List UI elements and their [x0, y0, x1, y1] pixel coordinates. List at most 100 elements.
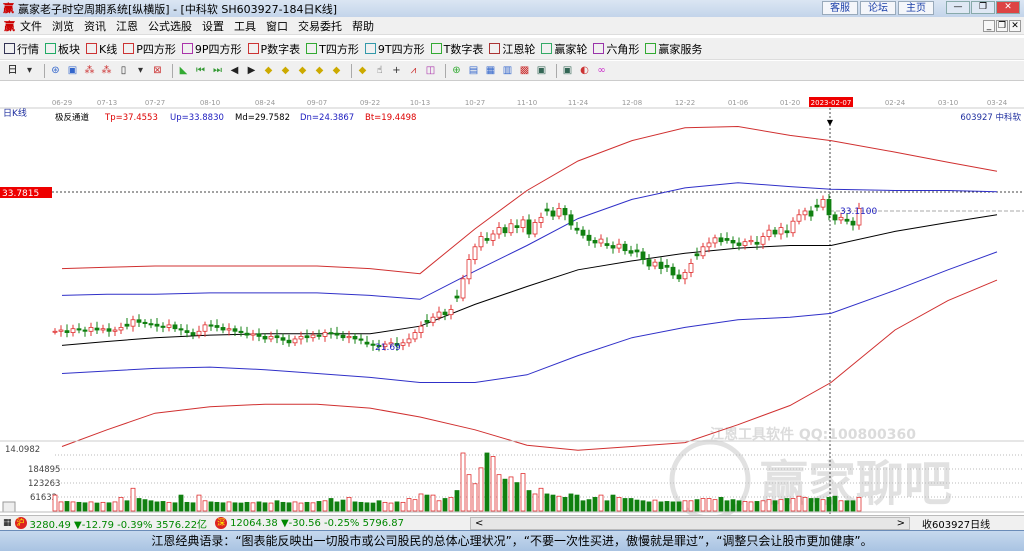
menu-file[interactable]: 文件 [20, 19, 42, 33]
chart-tool-5-icon[interactable]: ▯ [120, 65, 127, 76]
chart-tool-30-icon[interactable]: ◐ [580, 65, 589, 76]
candle-body [376, 344, 382, 348]
menu-trade[interactable]: 交易委托 [298, 19, 342, 33]
volume-bar [598, 494, 604, 512]
menu-tools[interactable]: 工具 [234, 19, 256, 33]
chart-tool-12-icon[interactable]: ▶ [247, 65, 256, 76]
window-title: 赢家老子时空周期系统[纵横版] - [中科软 SH603927-184日K线] [18, 2, 338, 16]
chart-tool-7-icon[interactable]: ⊠ [153, 65, 162, 76]
chart-tool-23-icon[interactable]: ⊕ [452, 65, 461, 76]
candle-body [400, 342, 406, 346]
mdi-restore-button[interactable]: ❐ [996, 20, 1008, 32]
candle-body [568, 214, 574, 226]
toolbar-button-6[interactable]: TST四方形 [306, 41, 359, 57]
kline-chart[interactable]: 日K线 极反通道 Tp=37.4553 Up=33.8830 Md=29.758… [0, 95, 1024, 521]
chart-tool-28-icon[interactable]: ▣ [536, 65, 547, 76]
calculator-icon[interactable]: ▦ [3, 518, 12, 528]
toolbar-button-12[interactable]: dollar-icon赢家服务 [645, 41, 702, 57]
chart-tool-16-icon[interactable]: ◆ [315, 65, 324, 76]
chart-tool-1-icon[interactable]: ⊛ [51, 65, 60, 76]
chart-tool-3-icon[interactable]: ⁂ [84, 65, 95, 76]
sh-index-quote[interactable]: 3280.49 ▼-12.79 -0.39% 3576.22亿 [29, 519, 208, 531]
candle-body [460, 278, 466, 299]
menu-formula[interactable]: 公式选股 [148, 19, 192, 33]
toolbar-button-9[interactable]: wheel-icon江恩轮 [489, 41, 535, 57]
chart-tool-6-icon[interactable]: ▾ [137, 65, 144, 76]
volume-bar [706, 498, 712, 512]
candle-body [562, 208, 568, 216]
candle-body [58, 329, 64, 332]
chart-tool-19-icon[interactable]: ☝ [376, 65, 383, 76]
volume-bar [694, 499, 700, 512]
chart-tool-27-icon[interactable]: ▩ [519, 65, 530, 76]
status-bar: ▦ 沪 3280.49 ▼-12.79 -0.39% 3576.22亿 深 12… [0, 515, 1024, 531]
toolbar-button-5[interactable]: PNP数字表 [247, 41, 300, 57]
candle-body [850, 220, 856, 226]
menu-gann[interactable]: 江恩 [116, 19, 138, 33]
restore-button[interactable]: ❐ [971, 1, 995, 14]
candle-body [388, 342, 394, 345]
x-tick-label: 02-24 [885, 99, 906, 107]
scroll-left-button[interactable]: < [475, 518, 484, 529]
x-tick-label: 09-22 [360, 99, 380, 107]
toolbar-button-3[interactable]: PSP四方形 [123, 41, 176, 57]
toolbar-button-7[interactable]: T99T四方形 [364, 41, 425, 57]
toolbar-button-11[interactable]: hexagon-icon六角形 [593, 41, 639, 57]
chart-tool-31-icon[interactable]: ∞ [597, 65, 606, 76]
menu-settings[interactable]: 设置 [202, 19, 224, 33]
mdi-close-button[interactable]: ✕ [1009, 20, 1021, 32]
candle-body [436, 311, 442, 318]
volume-bar [652, 499, 658, 512]
toolbar-button-10[interactable]: wheel-icon赢家轮 [541, 41, 587, 57]
volume-bar [262, 502, 268, 512]
toolbar-button-8[interactable]: TNT数字表 [430, 41, 483, 57]
chart-tool-29-icon[interactable]: ▣ [562, 65, 573, 76]
sz-index-quote[interactable]: 12064.38 ▼-30.56 -0.25% 5796.87 [230, 517, 404, 529]
link-home[interactable]: 主页 [898, 1, 934, 15]
chart-tool-10-icon[interactable]: ⏭ [213, 65, 222, 76]
candle-body [214, 325, 220, 328]
chart-tool-4-icon[interactable]: ⁂ [101, 65, 112, 76]
scroll-right-button[interactable]: > [896, 518, 905, 529]
chart-tool-18-icon[interactable]: ◆ [358, 65, 367, 76]
period-select[interactable]: 日 [7, 65, 18, 76]
candle-body [838, 216, 844, 221]
chart-tool-20-icon[interactable]: + [392, 65, 401, 76]
chart-tool-17-icon[interactable]: ◆ [332, 65, 341, 76]
menu-news[interactable]: 资讯 [84, 19, 106, 33]
horizontal-scrollbar[interactable]: < > [470, 517, 910, 530]
param-tp: Tp=37.4553 [104, 113, 158, 123]
chart-tool-8-icon[interactable]: ◣ [179, 65, 188, 76]
candle-body [502, 227, 508, 234]
candle-body [490, 233, 496, 241]
chart-tool-25-icon[interactable]: ▦ [485, 65, 496, 76]
candle-body [166, 324, 172, 328]
chart-tool-13-icon[interactable]: ◆ [264, 65, 273, 76]
volume-bar [556, 495, 562, 512]
candle-body [448, 309, 454, 316]
menu-browse[interactable]: 浏览 [52, 19, 74, 33]
link-service[interactable]: 客服 [822, 1, 858, 15]
close-button[interactable]: ✕ [996, 1, 1020, 14]
minimize-button[interactable]: — [946, 1, 970, 14]
chart-tool-2-icon[interactable]: ▣ [67, 65, 78, 76]
chart-tool-21-icon[interactable]: ⩘ [410, 65, 417, 76]
menu-window[interactable]: 窗口 [266, 19, 288, 33]
toolbar-button-2[interactable]: kline-iconK线 [86, 41, 117, 57]
toolbar-button-1[interactable]: grid-icon板块 [45, 41, 80, 57]
chart-tool-26-icon[interactable]: ▥ [502, 65, 513, 76]
chart-tool-14-icon[interactable]: ◆ [281, 65, 290, 76]
panel-expand-button[interactable] [2, 501, 16, 513]
chart-tool-9-icon[interactable]: ⏮ [196, 65, 205, 76]
mdi-minimize-button[interactable]: _ [983, 20, 995, 32]
menu-help[interactable]: 帮助 [352, 19, 374, 33]
band-md-line [61, 214, 998, 346]
chart-tool-22-icon[interactable]: ◫ [425, 65, 436, 76]
chart-tool-0-icon[interactable]: ▾ [26, 65, 33, 76]
chart-tool-15-icon[interactable]: ◆ [298, 65, 307, 76]
toolbar-button-4[interactable]: P99P四方形 [181, 41, 242, 57]
link-forum[interactable]: 论坛 [860, 1, 896, 15]
chart-tool-24-icon[interactable]: ▤ [468, 65, 479, 76]
toolbar-button-0[interactable]: keyboard-icon行情 [4, 41, 39, 57]
chart-tool-11-icon[interactable]: ◀ [230, 65, 239, 76]
